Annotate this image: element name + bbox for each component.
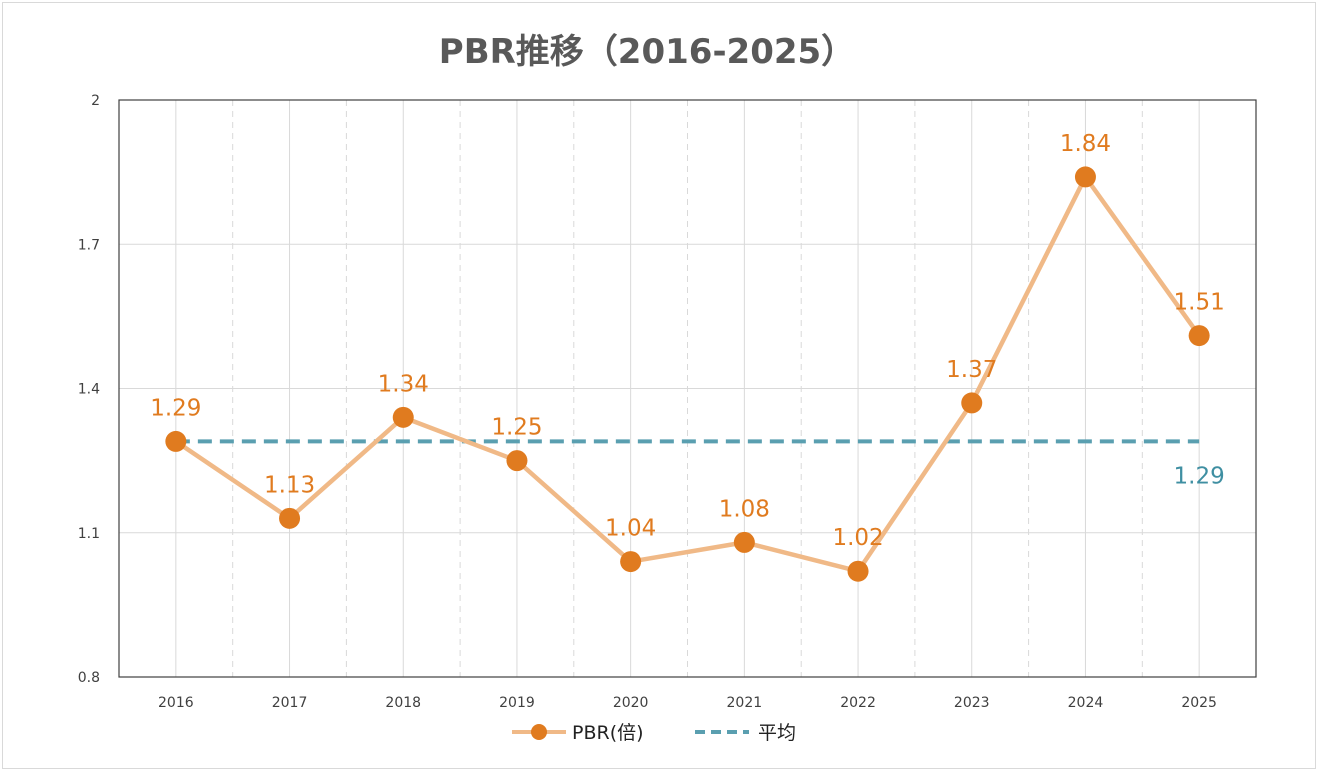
pbr-data-label: 1.02 (832, 525, 883, 551)
pbr-data-label: 1.25 (491, 415, 542, 441)
legend-average-label: 平均 (758, 722, 796, 744)
pbr-data-label: 1.84 (1060, 131, 1111, 157)
y-tick-label: 1.4 (78, 382, 100, 398)
x-tick-label: 2023 (954, 695, 990, 711)
y-tick-label: 1.1 (78, 526, 100, 542)
x-tick-label: 2019 (499, 695, 535, 711)
pbr-point (1188, 325, 1210, 347)
average-series: 1.29 (175, 439, 1225, 489)
pbr-data-label: 1.08 (719, 496, 770, 522)
x-tick-label: 2022 (840, 695, 876, 711)
pbr-data-label: 1.51 (1174, 290, 1225, 316)
pbr-point (961, 392, 983, 414)
pbr-series: 1.29 1.13 1.34 1.25 1.04 1.08 1.02 1.37 1.84 1.51 (150, 131, 1225, 582)
pbr-point (847, 560, 869, 582)
x-tick-label: 2018 (385, 695, 421, 711)
legend-pbr-marker (531, 724, 547, 740)
pbr-data-label: 1.29 (150, 395, 201, 421)
legend: PBR(倍) 平均 (512, 722, 796, 744)
x-tick-label: 2017 (272, 695, 308, 711)
pbr-data-label: 1.04 (605, 516, 656, 542)
x-tick-label: 2021 (727, 695, 763, 711)
pbr-point (392, 406, 414, 428)
pbr-point (1074, 166, 1096, 188)
y-tick-label: 0.8 (78, 670, 100, 686)
pbr-data-label: 1.37 (946, 357, 997, 383)
pbr-point (165, 430, 187, 452)
x-tick-label: 2024 (1068, 695, 1104, 711)
pbr-line (174, 174, 1201, 574)
x-axis-ticks: 2016 2017 2018 2019 2020 2021 2022 2023 2024 2025 (158, 695, 1217, 711)
y-tick-label: 1.7 (78, 237, 100, 253)
x-tick-label: 2025 (1181, 695, 1217, 711)
x-tick-label: 2020 (613, 695, 649, 711)
grid-lines (119, 100, 1256, 677)
plot-area (118, 99, 1257, 678)
x-tick-label: 2016 (158, 695, 194, 711)
chart-title: PBR推移（2016-2025） (439, 32, 855, 72)
legend-pbr-label: PBR(倍) (572, 722, 644, 744)
pbr-point (506, 450, 528, 472)
pbr-data-label: 1.13 (264, 472, 315, 498)
y-axis-ticks: 0.8 1.1 1.4 1.7 2 (78, 93, 100, 686)
average-data-label: 1.29 (1174, 463, 1225, 489)
y-tick-label: 2 (91, 93, 100, 109)
pbr-point (279, 507, 301, 529)
pbr-point (733, 531, 755, 553)
pbr-data-label: 1.34 (378, 371, 429, 397)
pbr-point (620, 551, 642, 573)
